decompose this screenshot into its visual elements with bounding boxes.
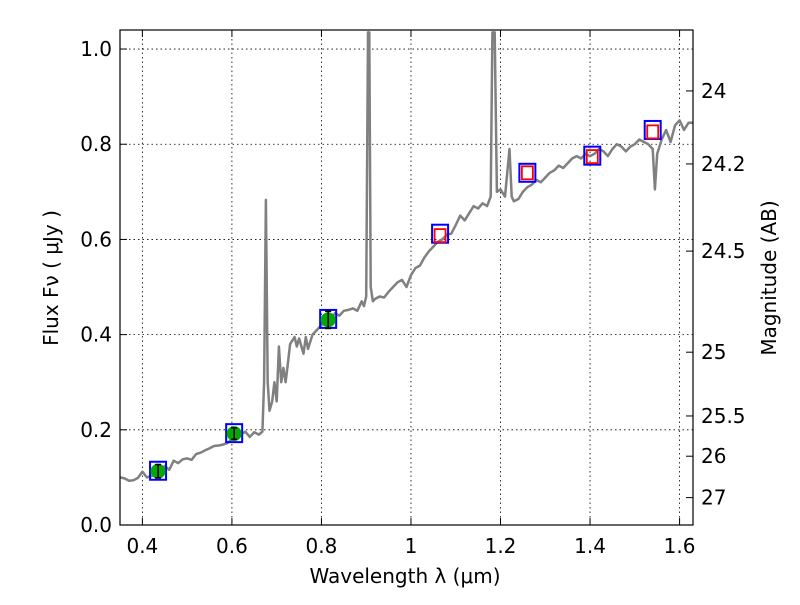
plot-frame xyxy=(119,29,694,526)
y-axis-label: Flux Fν ( μJy ) xyxy=(39,210,63,346)
y-tick-label: 0.6 xyxy=(80,227,112,251)
model-box-blue xyxy=(225,423,244,444)
model-box-red xyxy=(646,124,660,140)
magnitude-tick-label: 27 xyxy=(701,486,726,510)
x-tick-label: 0.8 xyxy=(306,534,338,558)
model-box-red xyxy=(520,165,534,181)
y-tick-label: 0.4 xyxy=(80,323,112,347)
magnitude-tick-label: 24 xyxy=(701,79,726,103)
tick-marks: 0.4 0.6 0.8 1 1.2 1.4 1.6 0.0 0.2 0.4 0.6 0.8 1.0 24 2… xyxy=(80,30,746,558)
model-box-blue xyxy=(583,145,602,166)
magnitude-tick-label: 26 xyxy=(701,444,726,468)
y-tick-label: 1.0 xyxy=(80,37,112,61)
magnitude-tick-label: 25 xyxy=(701,340,726,364)
x-axis-label: Wavelength λ (μm) xyxy=(309,564,500,588)
x-tick-label: 1.2 xyxy=(485,534,517,558)
x-tick-label: 1 xyxy=(405,534,418,558)
y-tick-label: 0.0 xyxy=(80,513,112,537)
magnitude-tick-label: 25.5 xyxy=(701,404,746,428)
model-box-red xyxy=(585,149,599,165)
model-box-blue xyxy=(149,460,168,481)
magnitude-axis-label: Magnitude (AB) xyxy=(757,200,781,355)
data-layer xyxy=(120,31,693,482)
magnitude-tick-label: 24.2 xyxy=(701,152,746,176)
x-tick-label: 1.6 xyxy=(664,534,696,558)
y-tick-label: 0.8 xyxy=(80,132,112,156)
magnitude-tick-label: 24.5 xyxy=(701,239,746,263)
y-tick-label: 0.2 xyxy=(80,418,112,442)
model-box-red xyxy=(433,228,447,244)
model-box-blue xyxy=(518,162,537,183)
x-tick-label: 0.6 xyxy=(216,534,248,558)
x-tick-label: 0.4 xyxy=(126,534,158,558)
x-tick-label: 1.4 xyxy=(574,534,606,558)
